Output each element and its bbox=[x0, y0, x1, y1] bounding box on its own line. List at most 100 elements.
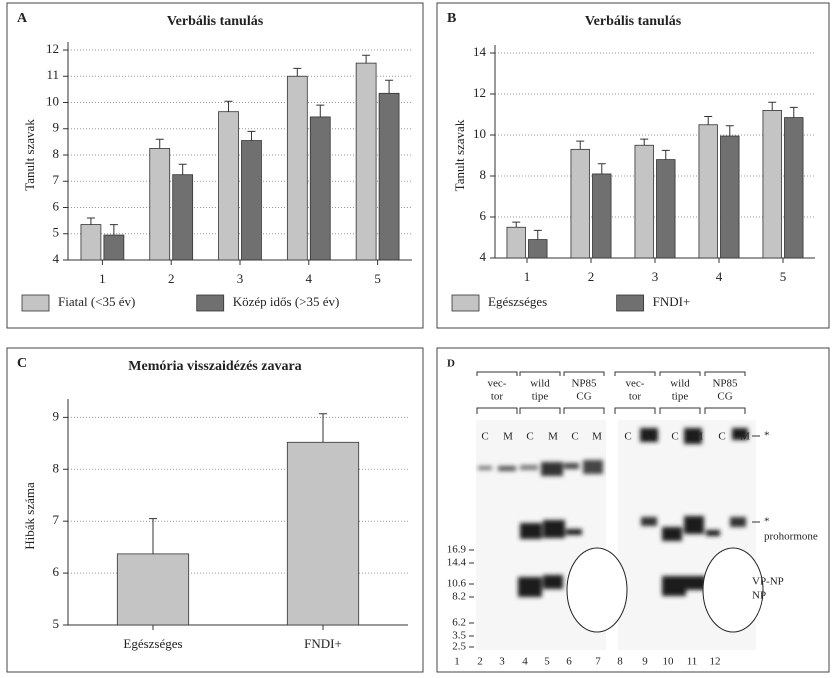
legend-label: FNDI+ bbox=[653, 294, 691, 309]
lane-label: C bbox=[481, 431, 488, 443]
gel-image: Dvec-torwildtipeNP85CGvec-torwildtipeNP8… bbox=[447, 358, 818, 668]
lane-number: 5 bbox=[544, 656, 550, 668]
y-tick-label: 8 bbox=[53, 460, 60, 475]
group-label: tor bbox=[629, 391, 642, 403]
y-axis-label: Tanult szavak bbox=[452, 119, 467, 191]
y-tick-label: 5 bbox=[53, 616, 60, 631]
error-bar bbox=[576, 141, 584, 149]
group-bracket bbox=[477, 372, 517, 376]
marker-label: 16.9 bbox=[447, 544, 467, 556]
lane-bracket bbox=[615, 408, 655, 414]
legend-swatch bbox=[452, 295, 479, 311]
x-tick-label: 2 bbox=[168, 271, 175, 286]
error-bar bbox=[149, 519, 157, 554]
group-bracket bbox=[705, 372, 745, 376]
error-bar bbox=[385, 80, 393, 93]
bar bbox=[242, 141, 262, 260]
error-bar bbox=[316, 105, 324, 117]
x-tick-label: 4 bbox=[716, 269, 723, 284]
y-tick-label: 10 bbox=[46, 93, 59, 108]
lane-number: 10 bbox=[663, 656, 675, 668]
chart-title: Memória visszaidézés zavara bbox=[128, 359, 301, 374]
legend-label: Fiatal (<35 év) bbox=[58, 294, 135, 309]
lane-number: 9 bbox=[642, 656, 648, 668]
bar bbox=[593, 174, 612, 258]
band-label: VP-NP bbox=[752, 576, 784, 588]
error-bar bbox=[598, 164, 606, 174]
group-label: NP85 bbox=[571, 378, 597, 390]
x-tick-label: 3 bbox=[237, 271, 244, 286]
bar bbox=[657, 160, 676, 258]
group-label: tipe bbox=[532, 391, 549, 403]
y-axis-label: Tanult szavak bbox=[22, 119, 37, 191]
x-tick-label: FNDI+ bbox=[304, 636, 342, 651]
group-label: vec- bbox=[626, 378, 645, 390]
band-label: NP bbox=[752, 590, 766, 602]
marker-label: 10.6 bbox=[447, 578, 467, 590]
bar bbox=[219, 112, 239, 260]
chart-title: Verbális tanulás bbox=[167, 14, 264, 29]
lane-number: 7 bbox=[595, 656, 601, 668]
lane-label: C bbox=[671, 431, 678, 443]
y-tick-label: 14 bbox=[473, 44, 487, 59]
group-bracket bbox=[520, 372, 560, 376]
x-tick-label: 1 bbox=[99, 271, 106, 286]
lane-label: C bbox=[718, 431, 725, 443]
error-bar bbox=[156, 139, 164, 148]
error-bar bbox=[293, 68, 301, 76]
bar bbox=[571, 149, 590, 258]
error-bar bbox=[512, 222, 520, 227]
group-label: CG bbox=[576, 391, 591, 403]
group-label: tipe bbox=[672, 391, 689, 403]
bar bbox=[150, 148, 170, 260]
y-tick-label: 6 bbox=[480, 208, 487, 223]
lane-number: 12 bbox=[710, 656, 721, 668]
error-bar bbox=[640, 139, 648, 145]
lane-label: C bbox=[624, 431, 631, 443]
lane-bracket bbox=[705, 408, 745, 414]
error-bar bbox=[247, 131, 255, 140]
x-tick-label: 5 bbox=[780, 269, 787, 284]
error-bar bbox=[726, 126, 734, 136]
lane-label: M bbox=[693, 431, 703, 443]
error-bar bbox=[225, 101, 233, 112]
bar bbox=[529, 240, 548, 258]
y-tick-label: 4 bbox=[480, 249, 487, 264]
y-tick-label: 4 bbox=[53, 251, 60, 266]
panel-label: C bbox=[17, 356, 27, 371]
panel-label: D bbox=[447, 358, 455, 370]
y-tick-label: 8 bbox=[480, 167, 487, 182]
y-tick-label: 5 bbox=[53, 225, 60, 240]
y-tick-label: 6 bbox=[53, 564, 60, 579]
lane-number: 6 bbox=[566, 656, 572, 668]
y-tick-label: 7 bbox=[53, 172, 60, 187]
group-label: NP85 bbox=[712, 378, 738, 390]
bar bbox=[763, 110, 782, 258]
lane-bracket bbox=[564, 408, 604, 414]
marker-label: 2.5 bbox=[452, 641, 466, 653]
lane-number: 2 bbox=[477, 656, 483, 668]
error-bar bbox=[87, 218, 95, 225]
legend-label: Egészséges bbox=[488, 294, 547, 309]
figure: Dvec-torwildtipeNP85CGvec-torwildtipeNP8… bbox=[0, 0, 837, 678]
marker-label: 6.2 bbox=[452, 617, 466, 629]
y-tick-label: 6 bbox=[53, 198, 60, 213]
group-label: tor bbox=[491, 391, 504, 403]
error-bar bbox=[662, 150, 670, 159]
chart-title: Verbális tanulás bbox=[585, 14, 682, 29]
panel-label: A bbox=[17, 11, 28, 26]
legend-label: Közép idős (>35 év) bbox=[233, 294, 340, 309]
x-tick-label: 5 bbox=[374, 271, 381, 286]
bar bbox=[310, 117, 330, 260]
y-tick-label: 11 bbox=[46, 67, 59, 82]
lane-label: M bbox=[592, 431, 602, 443]
bar bbox=[81, 225, 101, 260]
group-label: vec- bbox=[488, 378, 507, 390]
error-bar bbox=[362, 55, 370, 63]
legend-swatch bbox=[617, 295, 644, 311]
x-tick-label: 4 bbox=[306, 271, 313, 286]
error-bar bbox=[768, 102, 776, 110]
bar bbox=[507, 227, 526, 258]
bar bbox=[117, 554, 188, 625]
x-tick-label: 3 bbox=[652, 269, 659, 284]
